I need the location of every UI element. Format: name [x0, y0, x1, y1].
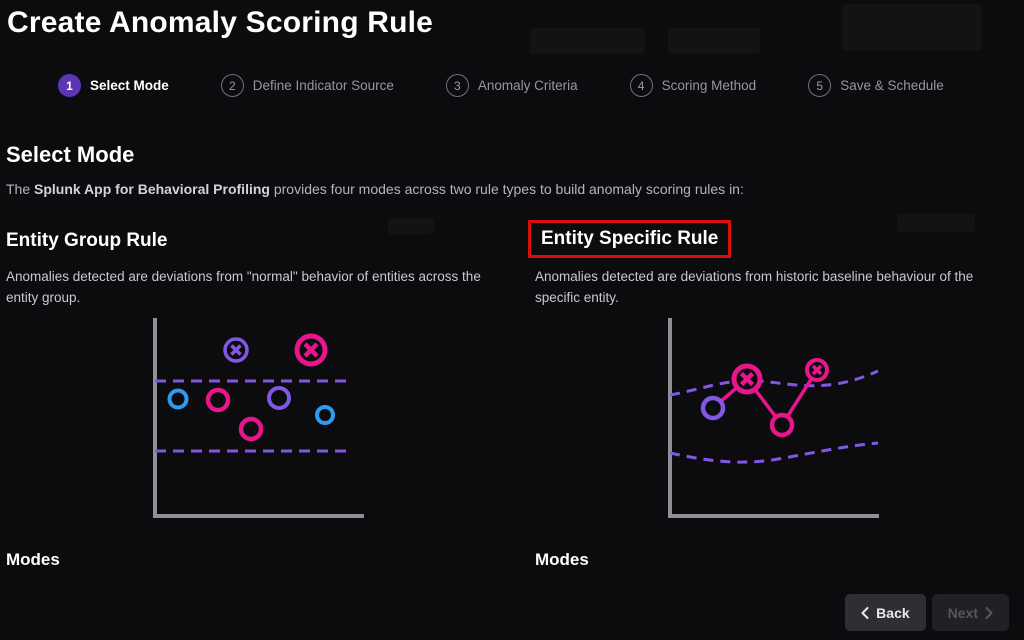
- anomaly-x-marker-purple: [223, 337, 249, 363]
- entity-group-scatter-illustration: [153, 318, 364, 518]
- section-heading: Select Mode: [6, 142, 135, 167]
- step-5-label: Save & Schedule: [840, 78, 944, 93]
- step-2-label: Define Indicator Source: [252, 78, 394, 93]
- step-4-label: Scoring Method: [661, 78, 757, 93]
- chart-axes: [153, 318, 364, 518]
- background-ghost-block: [897, 214, 975, 232]
- chevron-right-icon: [985, 606, 993, 619]
- anomaly-x-marker-magenta: [294, 333, 328, 367]
- step-1-label: Select Mode: [90, 78, 169, 93]
- page-title: Create Anomaly Scoring Rule: [7, 6, 434, 39]
- entity-group-rule-title[interactable]: Entity Group Rule: [6, 230, 168, 251]
- step-4-badge: 4: [629, 74, 653, 97]
- entity-specific-timeseries-illustration: [668, 318, 879, 518]
- entity-markers: [167, 386, 335, 442]
- entity-group-modes-heading: Modes: [6, 550, 60, 569]
- intro-suffix: provides four modes across two rule type…: [269, 181, 744, 197]
- background-ghost-block: [668, 28, 760, 54]
- background-ghost-block: [388, 218, 434, 234]
- anomaly-x-marker-large: [731, 363, 763, 395]
- next-button[interactable]: Next: [931, 594, 1009, 631]
- next-button-label: Next: [947, 604, 978, 621]
- intro-text: The Splunk App for Behavioral Profiling …: [6, 181, 744, 197]
- step-1-badge: 1: [58, 74, 81, 97]
- baseline-band-dashed-lines: [155, 379, 353, 453]
- step-select-mode[interactable]: 1 Select Mode: [58, 74, 169, 97]
- back-button-label: Back: [876, 604, 910, 621]
- wizard-step-bar: 1 Select Mode 2 Define Indicator Source …: [58, 74, 944, 97]
- chart-axes: [668, 318, 879, 518]
- step-scoring-method[interactable]: 4 Scoring Method: [629, 74, 757, 97]
- entity-specific-rule-description: Anomalies detected are deviations from h…: [535, 269, 974, 305]
- intro-app-name: Splunk App for Behavioral Profiling: [34, 181, 270, 197]
- step-define-indicator-source[interactable]: 2 Define Indicator Source: [220, 74, 394, 97]
- background-ghost-block: [842, 4, 982, 50]
- timeseries-markers: [700, 395, 795, 438]
- background-ghost-block: [530, 28, 645, 54]
- step-2-badge: 2: [220, 74, 244, 97]
- timeseries-line: [711, 369, 819, 429]
- entity-specific-modes-heading: Modes: [535, 550, 589, 569]
- entity-specific-rule-highlight-box[interactable]: Entity Specific Rule: [528, 220, 732, 258]
- chevron-left-icon: [861, 606, 869, 619]
- intro-prefix: The: [6, 181, 35, 197]
- step-3-badge: 3: [445, 74, 469, 97]
- anomaly-x-marker-small: [805, 358, 829, 382]
- step-save-schedule[interactable]: 5 Save & Schedule: [808, 74, 944, 97]
- back-button[interactable]: Back: [845, 594, 926, 631]
- step-3-label: Anomaly Criteria: [477, 78, 578, 93]
- entity-specific-rule-title[interactable]: Entity Specific Rule: [541, 228, 719, 249]
- step-anomaly-criteria[interactable]: 3 Anomaly Criteria: [445, 74, 578, 97]
- step-5-badge: 5: [808, 74, 832, 97]
- wizard-footer: Back Next: [845, 594, 1009, 631]
- entity-group-rule-description: Anomalies detected are deviations from "…: [6, 269, 481, 305]
